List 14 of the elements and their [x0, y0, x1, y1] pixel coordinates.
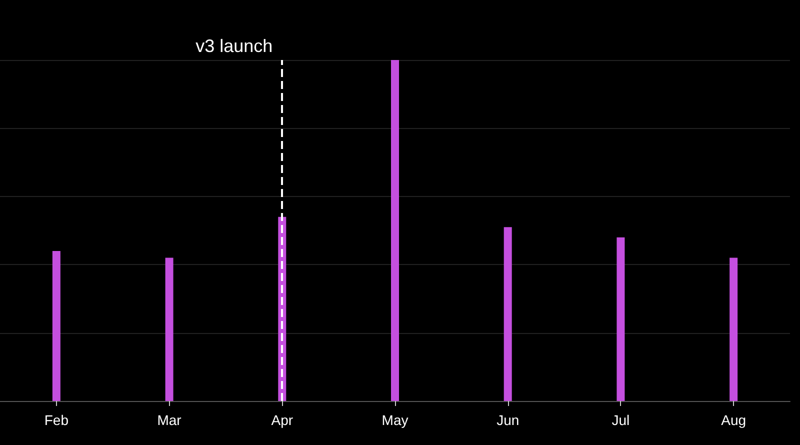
x-tick-label: May: [382, 412, 408, 428]
x-tick-label: Jul: [612, 412, 630, 428]
ref-line-label: v3 launch: [196, 36, 273, 56]
x-tick-label: Aug: [721, 412, 746, 428]
bar: [391, 60, 399, 401]
x-tick-label: Apr: [271, 412, 294, 428]
bar: [52, 250, 60, 401]
bar: [165, 258, 174, 401]
bar: [616, 237, 625, 401]
bar: [730, 258, 738, 401]
x-tick-label: Feb: [44, 412, 69, 428]
bar: [504, 227, 512, 401]
x-tick-label: Mar: [157, 412, 182, 428]
x-tick-label: Jun: [496, 412, 520, 428]
